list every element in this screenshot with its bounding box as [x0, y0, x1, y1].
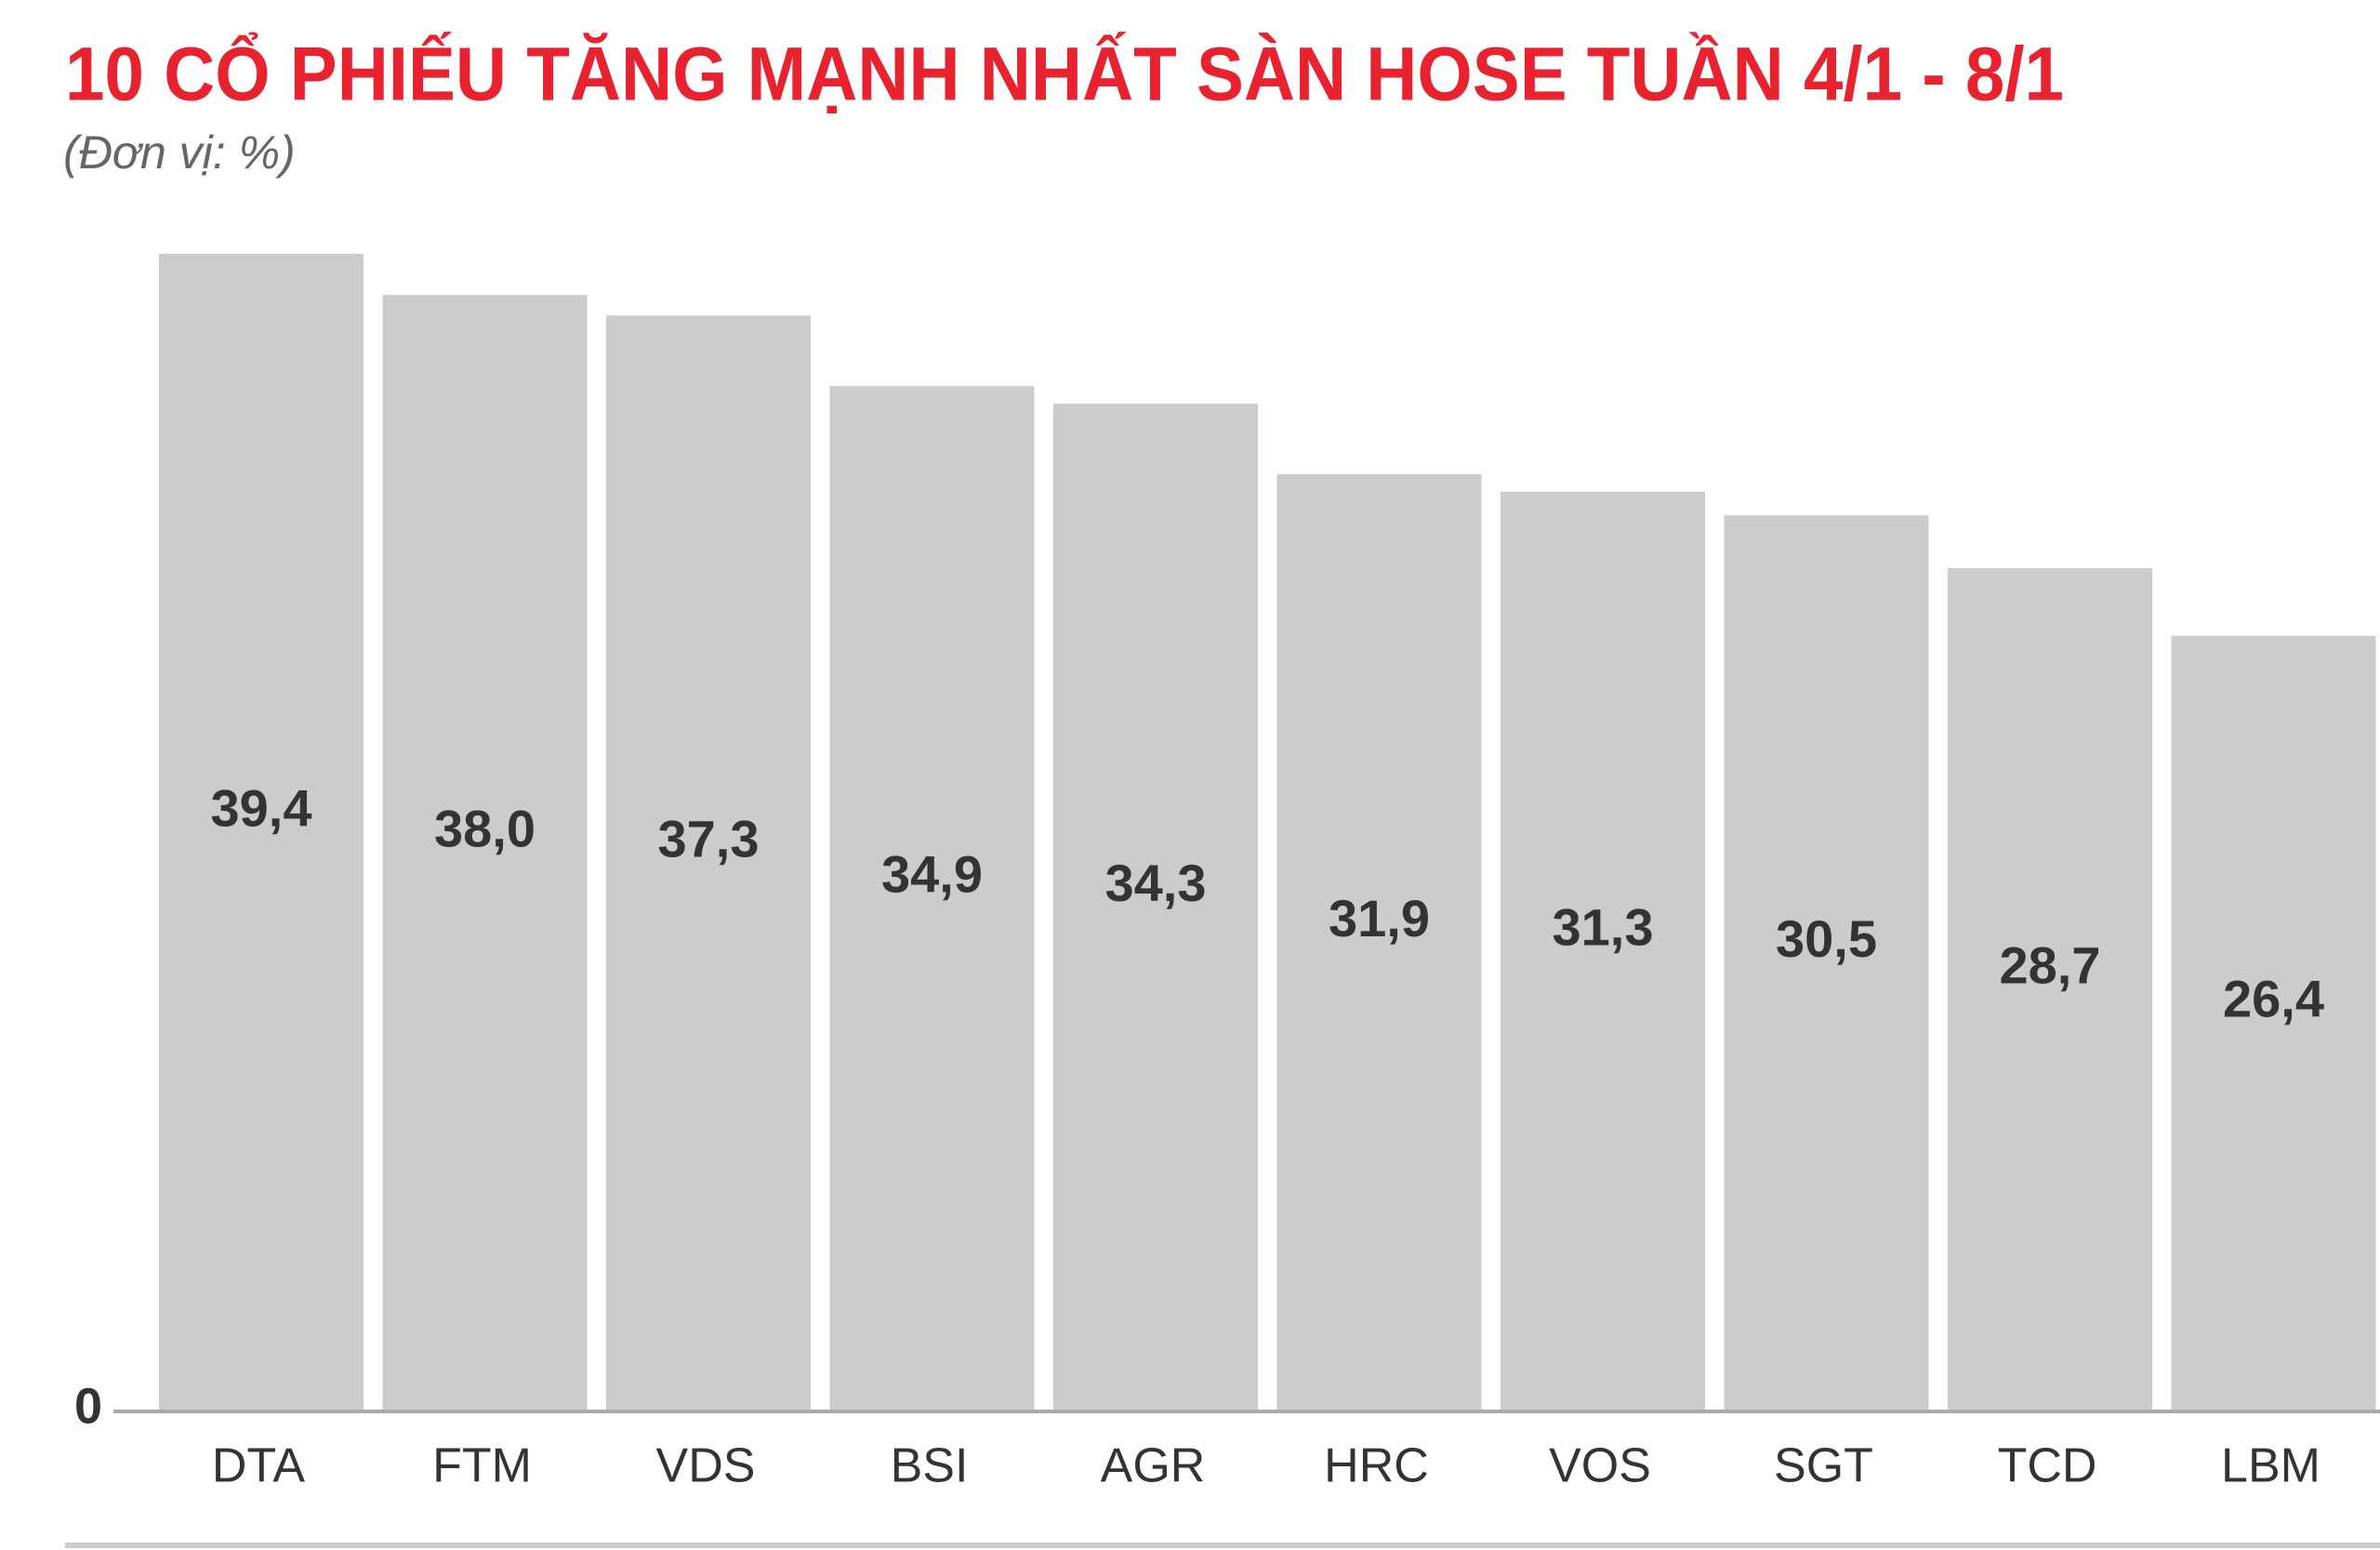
y-tick-label: 0 [74, 1378, 102, 1434]
value-label: 38,0 [434, 799, 536, 857]
value-label: 34,3 [1105, 854, 1207, 912]
x-tick-label: VDS [656, 1439, 756, 1493]
bar [1948, 568, 2152, 1411]
x-tick-label: SGT [1774, 1439, 1873, 1493]
bar [606, 315, 811, 1411]
chart-subtitle: (Đơn vị: %) [63, 126, 296, 179]
value-label: 30,5 [1776, 909, 1877, 968]
value-label: 26,4 [2223, 970, 2324, 1028]
x-tick-label: DTA [212, 1439, 305, 1493]
value-label: 31,3 [1553, 897, 1654, 956]
bar [1724, 515, 1929, 1411]
bar [159, 253, 364, 1412]
x-tick-label: LBM [2221, 1439, 2320, 1493]
bar [2171, 635, 2376, 1411]
value-label: 39,4 [211, 778, 312, 837]
x-tick-label: FTM [432, 1439, 532, 1493]
x-tick-label: VOS [1549, 1439, 1651, 1493]
bar [382, 295, 588, 1412]
value-label: 34,9 [881, 844, 983, 903]
bar [829, 386, 1035, 1411]
value-label: 31,9 [1329, 889, 1430, 947]
bar [1276, 473, 1482, 1412]
bar [1053, 404, 1258, 1411]
value-label: 28,7 [2000, 935, 2101, 994]
x-tick-label: TCD [1998, 1439, 2097, 1493]
chart-title: 10 CỔ PHIẾU TĂNG MẠNH NHẤT SÀN HOSE TUẦN… [65, 33, 2064, 117]
bar [1501, 491, 1705, 1411]
value-label: 37,3 [658, 809, 760, 868]
x-tick-label: BSI [891, 1439, 969, 1493]
x-tick-label: AGR [1101, 1439, 1206, 1493]
x-tick-label: HRC [1324, 1439, 1429, 1493]
